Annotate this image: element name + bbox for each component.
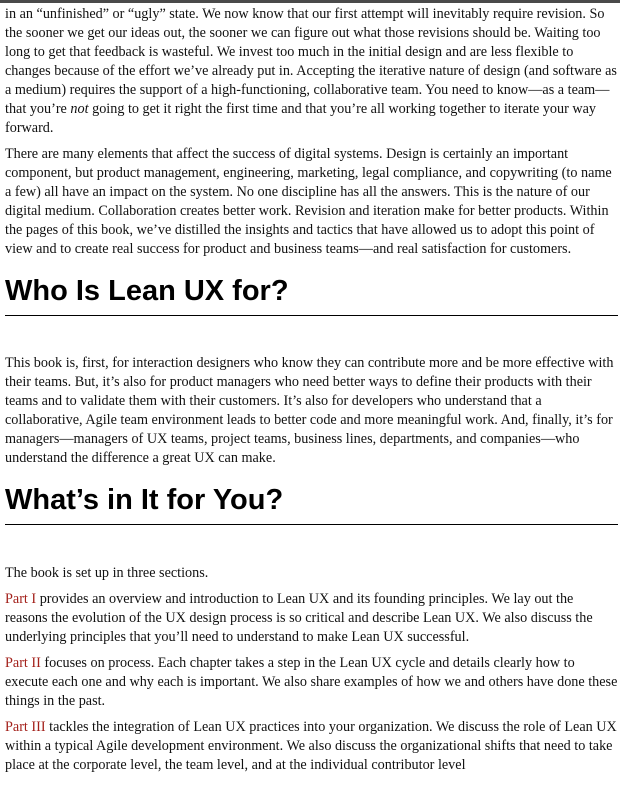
heading-whats-in-it-for-you: What’s in It for You? [5,483,618,525]
intro-paragraph-2: There are many elements that affect the … [5,146,612,257]
top-rule [0,0,620,3]
part-1-label: Part I [5,591,37,607]
part-1-paragraph: Part I provides an overview and introduc… [5,590,618,647]
page-content: in an “unfinished” or “ugly” state. We n… [5,5,618,782]
part-3-label: Part III [5,719,46,735]
heading-who-is-lean-ux-for: Who Is Lean UX for? [5,274,618,316]
part-3-paragraph: Part III tackles the integration of Lean… [5,718,618,775]
part-3-text: tackles the integration of Lean UX pract… [5,719,617,773]
part-2-label: Part II [5,655,41,671]
intro-paragraph-1-text-a: in an “unfinished” or “ugly” state. We n… [5,6,617,117]
intro-paragraph-1-text-b: going to get it right the first time and… [5,101,597,136]
emphasis-not: not [70,101,89,117]
intro-paragraph-1: in an “unfinished” or “ugly” state. We n… [5,5,618,138]
sections-intro-paragraph: The book is set up in three sections. [5,565,209,581]
part-1-text: provides an overview and introduction to… [5,591,593,645]
part-2-paragraph: Part II focuses on process. Each chapter… [5,654,618,711]
who-paragraph: This book is, first, for interaction des… [5,355,614,466]
part-2-text: focuses on process. Each chapter takes a… [5,655,618,709]
